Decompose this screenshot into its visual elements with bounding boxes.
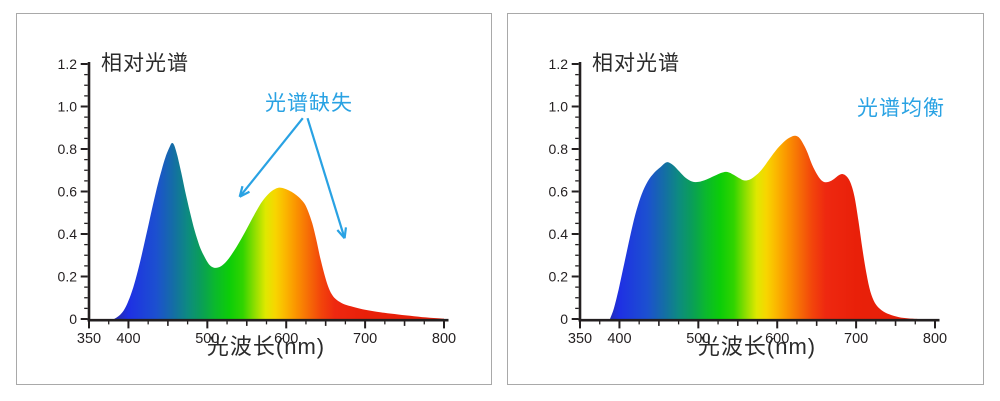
svg-text:1.2: 1.2 xyxy=(58,56,78,72)
svg-text:700: 700 xyxy=(844,331,868,347)
svg-text:0.4: 0.4 xyxy=(549,226,569,242)
chart-title-left: 相对光谱 xyxy=(101,52,189,75)
svg-text:0.6: 0.6 xyxy=(549,184,569,200)
chart-title-right: 相对光谱 xyxy=(592,52,680,75)
svg-text:0: 0 xyxy=(560,311,568,327)
svg-text:0.6: 0.6 xyxy=(58,184,78,200)
svg-text:400: 400 xyxy=(607,331,631,347)
x-axis-label-left: 光波长(nm) xyxy=(206,334,326,359)
svg-text:400: 400 xyxy=(116,331,140,347)
svg-text:700: 700 xyxy=(353,331,377,347)
svg-text:0.8: 0.8 xyxy=(549,141,569,157)
spectrum-panel-right: 350 400 500 600 700 800 0 0.2 0.4 0.6 0.8 1.0 1.2 相对… xyxy=(507,13,984,385)
svg-text:0.2: 0.2 xyxy=(549,269,569,285)
svg-text:0: 0 xyxy=(69,311,77,327)
svg-text:1.2: 1.2 xyxy=(549,56,569,72)
svg-text:350: 350 xyxy=(568,331,592,347)
spectrum-chart-left: 350 400 500 600 700 800 0 0.2 0.4 0.6 0.8 1.0 1.2 xyxy=(58,56,457,347)
spectrum-chart-right: 350 400 500 600 700 800 0 0.2 0.4 0.6 0.8 1.0 1.2 xyxy=(549,56,948,347)
spectrum-panel-left: 350 400 500 600 700 800 0 0.2 0.4 0.6 0.8 1.0 1.2 相对… xyxy=(16,13,492,385)
svg-text:1.0: 1.0 xyxy=(549,99,569,115)
svg-text:600: 600 xyxy=(765,331,789,347)
svg-text:0.8: 0.8 xyxy=(58,141,78,157)
svg-text:500: 500 xyxy=(195,331,219,347)
annotation-spectrum-missing: 光谱缺失 xyxy=(265,92,353,115)
svg-text:350: 350 xyxy=(77,331,101,347)
svg-text:0.4: 0.4 xyxy=(58,226,78,242)
annotation-spectrum-balanced: 光谱均衡 xyxy=(857,97,945,120)
svg-text:0.2: 0.2 xyxy=(58,269,78,285)
svg-text:800: 800 xyxy=(432,331,456,347)
x-axis-label-right: 光波长(nm) xyxy=(697,334,817,359)
svg-text:600: 600 xyxy=(274,331,298,347)
svg-text:800: 800 xyxy=(923,331,947,347)
svg-text:1.0: 1.0 xyxy=(58,99,78,115)
svg-text:500: 500 xyxy=(686,331,710,347)
